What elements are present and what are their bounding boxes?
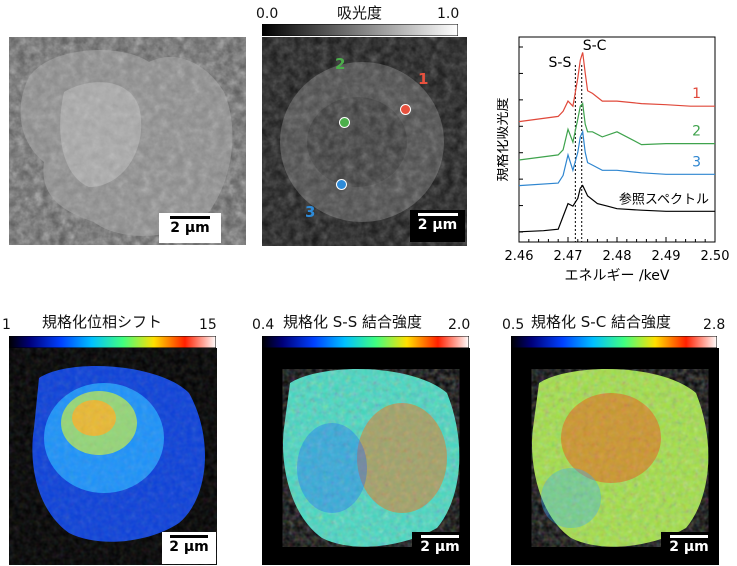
absorbance-colorbar: [262, 24, 458, 36]
scalebar-label: 2 μm: [417, 217, 458, 233]
x-tick-label: 2.46: [505, 249, 534, 264]
series-label: 3: [692, 154, 701, 170]
sc-cb-min: 0.5: [502, 317, 525, 333]
scalebar-line: [170, 216, 210, 219]
absorbance-title: 吸光度: [337, 4, 383, 22]
point-marker-3: [336, 179, 347, 190]
scalebar-label: 2 μm: [169, 539, 209, 555]
x-axis-label: エネルギー /keV: [565, 268, 670, 284]
scalebar-label: 2 μm: [669, 539, 709, 555]
ss-map: [262, 348, 470, 565]
phase-cb-min: 1: [2, 317, 11, 333]
absorbance-scalebar: 2 μm: [410, 210, 465, 242]
ss-cb-min: 0.4: [252, 317, 275, 333]
y-axis-label: 規格化吸光度: [497, 98, 511, 182]
absorbance-cb-max: 1.0: [437, 6, 460, 22]
x-tick-label: 2.49: [652, 249, 681, 264]
series-line: [518, 184, 715, 233]
x-tick-label: 2.50: [701, 249, 730, 264]
point-label-1: 1: [418, 70, 429, 88]
absorbance-cb-min: 0.0: [256, 6, 279, 22]
sc-cb-max: 2.8: [703, 317, 726, 333]
phase-image: 2 μm: [9, 348, 217, 565]
series-line: [518, 129, 715, 187]
point-marker-2: [339, 117, 350, 128]
point-label-3: 3: [305, 203, 316, 221]
series-label: 1: [692, 86, 701, 102]
phase-title: 規格化位相シフト: [42, 313, 163, 331]
sc-map: [511, 348, 719, 565]
series-label: 参照スペクトル: [619, 191, 709, 207]
point-label-2: 2: [335, 55, 346, 73]
x-tick-label: 2.47: [554, 249, 583, 264]
phase-cb-max: 15: [199, 317, 217, 333]
series-line: [518, 52, 715, 123]
ss-annotation: S-S: [549, 55, 572, 71]
sem-particle: [9, 37, 246, 245]
ss-colorbar: [262, 336, 469, 348]
sc-image: 2 μm: [511, 348, 719, 565]
sem-scalebar: 2 μm: [159, 213, 221, 243]
ss-cb-max: 2.0: [448, 317, 471, 333]
sc-title: 規格化 S-C 結合強度: [531, 313, 671, 331]
x-tick-label: 2.48: [603, 249, 632, 264]
sc-colorbar: [511, 336, 717, 348]
scalebar-label: 2 μm: [170, 220, 210, 236]
sc-annotation: S-C: [583, 38, 607, 54]
phase-colorbar: [9, 336, 216, 348]
absorbance-image: 2 1 3 2 μm: [262, 37, 467, 246]
scalebar-line: [170, 535, 208, 538]
spectra-chart: 規格化吸光度 2.46 2.47 2.48 2.49 2.50 エネルギー /keV S-S S…: [497, 36, 730, 284]
scalebar-line: [417, 213, 458, 216]
scalebar-line: [670, 535, 708, 538]
scalebar-label: 2 μm: [420, 539, 460, 555]
scalebar-line: [421, 535, 459, 538]
ss-image: 2 μm: [262, 348, 470, 565]
ss-scalebar: 2 μm: [412, 532, 468, 564]
sc-scalebar: 2 μm: [661, 532, 717, 564]
series-label: 2: [692, 124, 701, 140]
series-line: [518, 102, 715, 161]
sem-image: 2 μm: [9, 37, 246, 245]
phase-scalebar: 2 μm: [162, 532, 216, 564]
phase-map: [9, 348, 217, 565]
ss-title: 規格化 S-S 結合強度: [283, 313, 422, 331]
point-marker-1: [400, 104, 411, 115]
